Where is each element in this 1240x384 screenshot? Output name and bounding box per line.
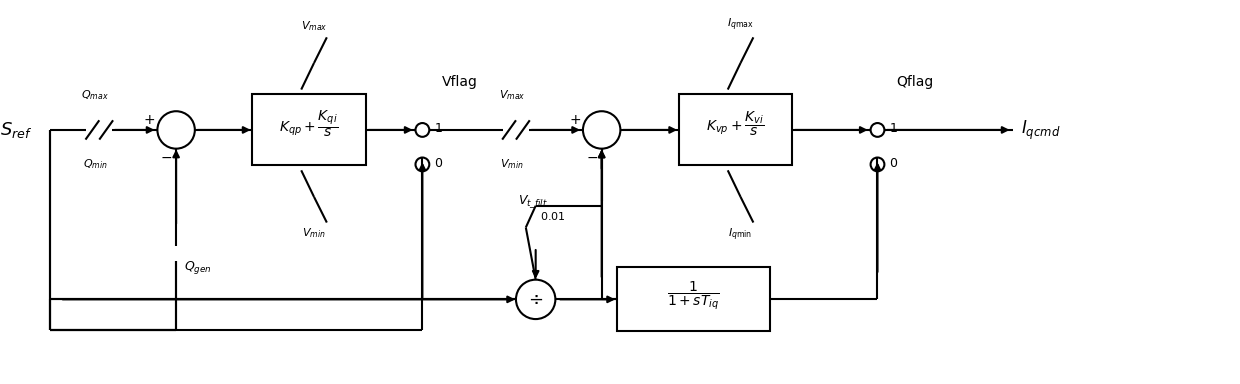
Text: $K_{vp}+\dfrac{K_{vi}}{s}$: $K_{vp}+\dfrac{K_{vi}}{s}$: [707, 110, 765, 138]
Text: $+$: $+$: [144, 113, 155, 127]
Text: $1$: $1$: [434, 122, 443, 136]
Text: $Q_{max}$: $Q_{max}$: [82, 89, 109, 103]
Text: $V_{min}$: $V_{min}$: [303, 227, 326, 240]
Text: $-$: $-$: [585, 149, 598, 164]
Text: $K_{qp}+\dfrac{K_{qi}}{s}$: $K_{qp}+\dfrac{K_{qi}}{s}$: [279, 109, 339, 139]
Text: $0.01$: $0.01$: [539, 210, 565, 222]
Text: Qflag: Qflag: [897, 74, 934, 89]
Text: $V_{max}$: $V_{max}$: [301, 20, 327, 33]
Text: $V_{max}$: $V_{max}$: [498, 89, 526, 103]
Text: $I_{q\mathrm{min}}$: $I_{q\mathrm{min}}$: [728, 227, 753, 243]
Text: $V_{t\_filt}$: $V_{t\_filt}$: [518, 194, 548, 210]
Text: $1$: $1$: [889, 122, 898, 136]
Text: $Q_{gen}$: $Q_{gen}$: [184, 259, 212, 276]
Text: $-$: $-$: [160, 149, 172, 164]
Text: Vflag: Vflag: [441, 74, 477, 89]
Text: $\dfrac{1}{1+sT_{iq}}$: $\dfrac{1}{1+sT_{iq}}$: [667, 279, 719, 312]
Text: $0$: $0$: [434, 157, 444, 170]
Text: $S_{ref}$: $S_{ref}$: [0, 120, 32, 140]
FancyBboxPatch shape: [253, 94, 366, 166]
Text: $Q_{min}$: $Q_{min}$: [83, 157, 108, 171]
Text: $I_{q\mathrm{max}}$: $I_{q\mathrm{max}}$: [727, 17, 754, 33]
Text: $+$: $+$: [569, 113, 582, 127]
Text: $I_{qcmd}$: $I_{qcmd}$: [1022, 118, 1060, 142]
Text: $0$: $0$: [889, 157, 899, 170]
Text: $\div$: $\div$: [528, 290, 543, 308]
FancyBboxPatch shape: [618, 267, 770, 331]
FancyBboxPatch shape: [680, 94, 792, 166]
Text: $V_{min}$: $V_{min}$: [500, 157, 525, 171]
